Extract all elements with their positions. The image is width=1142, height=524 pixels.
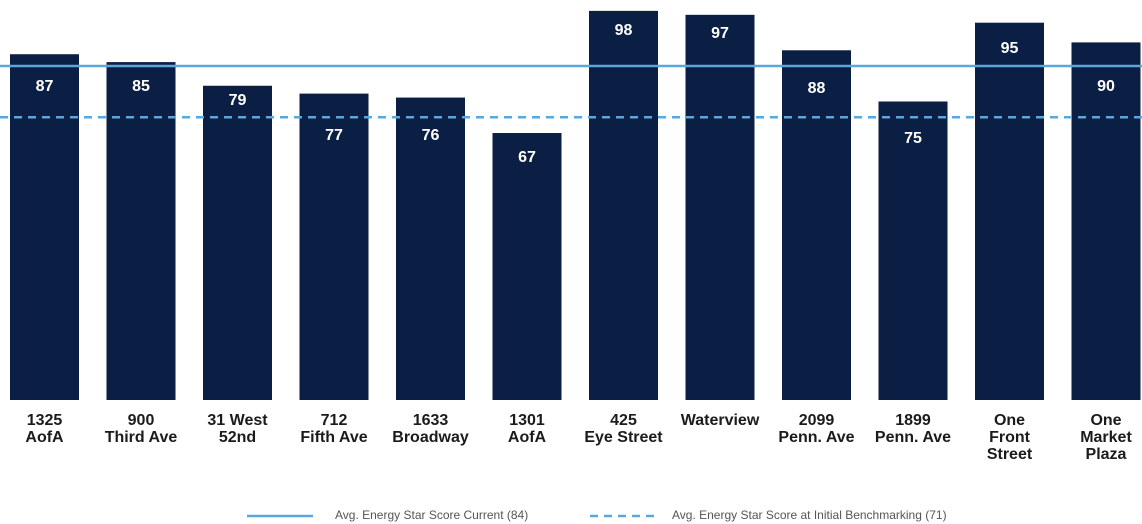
bar xyxy=(975,22,1044,400)
bar xyxy=(878,101,948,400)
bar xyxy=(1071,42,1141,401)
value-label: 90 xyxy=(1097,78,1115,95)
value-label: 98 xyxy=(615,22,633,39)
bar xyxy=(589,10,658,400)
legend-label: Avg. Energy Star Score at Initial Benchm… xyxy=(672,508,947,522)
value-label: 88 xyxy=(808,80,826,97)
value-label: 75 xyxy=(904,130,922,147)
x-tick-label: 425 Eye Street xyxy=(584,412,663,446)
x-tick-label: One Market Plaza xyxy=(1080,412,1132,463)
bar xyxy=(299,93,369,401)
value-label: 87 xyxy=(36,78,54,95)
value-label: 77 xyxy=(325,127,343,144)
value-label: 97 xyxy=(711,25,729,42)
bar xyxy=(396,97,465,400)
x-tick-label: One Front Street xyxy=(986,412,1033,463)
bar xyxy=(203,85,272,401)
x-tick-label: 2099 Penn. Ave xyxy=(778,412,855,446)
x-tick-label: 712 Fifth Ave xyxy=(300,412,368,446)
x-tick-label: Waterview xyxy=(680,412,760,429)
x-tick-label: 31 West 52nd xyxy=(207,412,268,446)
bar xyxy=(10,54,79,400)
bar xyxy=(106,62,176,400)
value-label: 95 xyxy=(1001,40,1019,57)
bar xyxy=(782,50,851,400)
value-label: 67 xyxy=(518,149,536,166)
bar xyxy=(685,14,755,400)
x-tick-label: 1301 AofA xyxy=(507,412,547,446)
value-label: 79 xyxy=(229,92,247,109)
bar xyxy=(492,133,562,400)
x-tick-label: 1899 Penn. Ave xyxy=(874,412,952,446)
legend-label: Avg. Energy Star Score Current (84) xyxy=(335,508,528,522)
value-label: 76 xyxy=(422,127,440,144)
value-label: 85 xyxy=(132,78,150,95)
x-tick-label: 1325 AofA xyxy=(25,412,64,446)
x-tick-label: 1633 Broadway xyxy=(392,412,469,446)
x-tick-label: 900 Third Ave xyxy=(104,412,178,446)
